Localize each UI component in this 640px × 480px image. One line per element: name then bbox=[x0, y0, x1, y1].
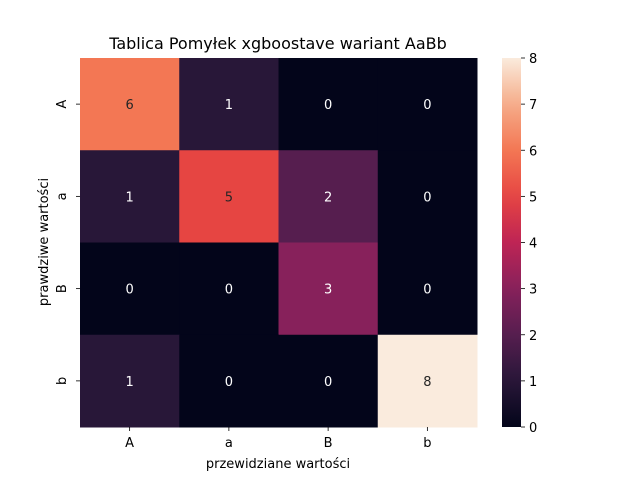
colorbar-tick-label: 4 bbox=[529, 237, 537, 252]
colorbar-tick-label: 5 bbox=[529, 190, 537, 205]
colorbar-tick-label: 1 bbox=[529, 375, 537, 390]
y-tick-label: b bbox=[55, 377, 70, 385]
heatmap-cell bbox=[377, 58, 478, 151]
cell-value-label: 1 bbox=[225, 98, 233, 113]
cell-value-label: 1 bbox=[125, 375, 133, 390]
heatmap-cell bbox=[179, 334, 279, 428]
chart-title: Tablica Pomyłek xgboostave wariant AaBb bbox=[108, 34, 447, 53]
heatmap-cell bbox=[80, 150, 180, 243]
cell-value-label: 0 bbox=[225, 283, 233, 298]
y-tick-label: B bbox=[55, 284, 70, 293]
heatmap-cells bbox=[80, 58, 478, 428]
colorbar-tick-label: 6 bbox=[529, 144, 537, 159]
cell-value-label: 0 bbox=[225, 375, 233, 390]
cell-value-label: 0 bbox=[423, 190, 431, 205]
x-tick-label: B bbox=[324, 436, 333, 451]
heatmap-cell bbox=[179, 150, 279, 243]
heatmap-cell bbox=[179, 242, 279, 336]
heatmap-cell bbox=[80, 242, 180, 336]
cell-value-label: 6 bbox=[125, 98, 133, 113]
y-axis-label: prawdziwe wartości bbox=[37, 178, 52, 306]
colorbar-tick-label: 2 bbox=[529, 329, 537, 344]
cell-value-label: 2 bbox=[324, 190, 332, 205]
colorbar: 0 1 2 3 4 5 6 7 8 bbox=[502, 52, 537, 436]
y-axis-ticks: Aa Bb bbox=[55, 100, 80, 385]
colorbar-gradient bbox=[502, 58, 521, 427]
cell-value-label: 0 bbox=[125, 283, 133, 298]
cell-value-label: 3 bbox=[324, 283, 332, 298]
heatmap-cell bbox=[278, 334, 379, 428]
x-tick-label: A bbox=[125, 436, 134, 451]
cell-value-label: 5 bbox=[225, 190, 233, 205]
cell-value-label: 0 bbox=[423, 98, 431, 113]
colorbar-tick-label: 0 bbox=[529, 421, 537, 436]
cell-value-label: 8 bbox=[423, 375, 431, 390]
heatmap-cell bbox=[80, 58, 180, 151]
colorbar-tick-label: 3 bbox=[529, 283, 537, 298]
cell-value-label: 0 bbox=[423, 283, 431, 298]
heatmap-cell bbox=[377, 242, 478, 336]
cell-value-label: 0 bbox=[324, 98, 332, 113]
x-tick-label: a bbox=[225, 436, 233, 451]
x-axis-label: przewidziane wartości bbox=[206, 457, 350, 472]
cell-value-label: 0 bbox=[324, 375, 332, 390]
heatmap-cell bbox=[377, 150, 478, 243]
heatmap-cell bbox=[278, 150, 379, 243]
cell-value-label: 1 bbox=[125, 190, 133, 205]
x-tick-label: b bbox=[423, 436, 431, 451]
heatmap-cell-labels: 6 1 0 0 1 5 2 0 0 0 3 0 1 0 0 8 bbox=[125, 98, 431, 390]
colorbar-tick-label: 7 bbox=[529, 98, 537, 113]
y-tick-label: A bbox=[55, 100, 70, 109]
colorbar-tick-label: 8 bbox=[529, 52, 537, 67]
heatmap-cell bbox=[278, 58, 379, 151]
heatmap-cell bbox=[179, 58, 279, 151]
heatmap-cell bbox=[80, 334, 180, 428]
heatmap-cell bbox=[278, 242, 379, 336]
y-tick-label: a bbox=[55, 192, 70, 200]
heatmap-cell bbox=[377, 334, 478, 428]
